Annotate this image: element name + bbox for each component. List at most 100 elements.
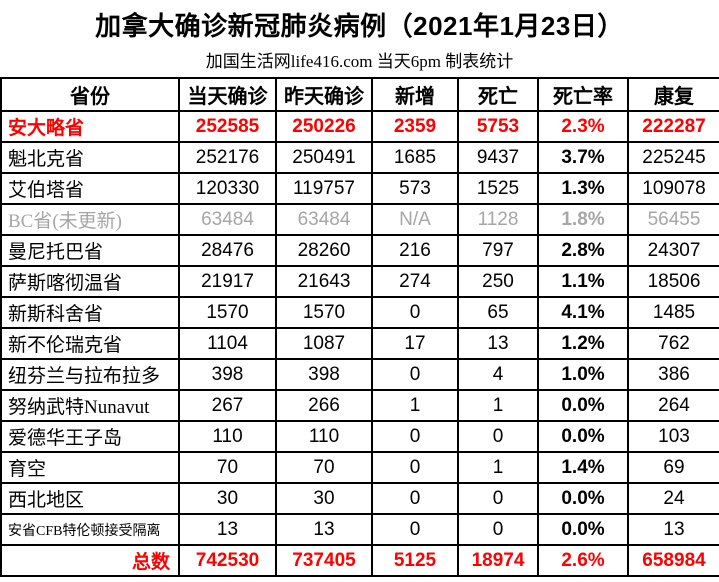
- cell-yesterday-confirmed: 70: [275, 451, 373, 484]
- table-row: BC省(未更新) 63484 63484 N/A 1128 1.8% 56455: [0, 203, 719, 236]
- cell-death-rate: 1.2%: [537, 327, 629, 360]
- cell-province: 新斯科舍省: [0, 296, 180, 329]
- cell-today-confirmed: 120330: [178, 172, 277, 205]
- cell-yesterday-confirmed: 1570: [275, 296, 373, 329]
- cell-recovered: 13: [627, 513, 719, 546]
- cell-province: BC省(未更新): [0, 203, 180, 236]
- cell-deaths: 0: [457, 513, 539, 546]
- cell-death-rate: 1.3%: [537, 172, 629, 205]
- cell-province: 魁北克省: [0, 141, 180, 174]
- cell-death-rate: 2.3%: [537, 110, 629, 143]
- cell-death-rate: 0.0%: [537, 482, 629, 515]
- cell-new-cases: 216: [371, 234, 459, 267]
- col-header-today-confirmed: 当天确诊: [178, 77, 277, 112]
- cell-province: 爱德华王子岛: [0, 420, 180, 453]
- cell-deaths: 0: [457, 420, 539, 453]
- cell-deaths: 1128: [457, 203, 539, 236]
- cell-today-confirmed: 267: [178, 389, 277, 422]
- cell-today-confirmed: 21917: [178, 265, 277, 298]
- cell-province: 总数: [0, 544, 180, 577]
- cell-new-cases: N/A: [371, 203, 459, 236]
- table-row: 安大略省 252585 250226 2359 5753 2.3% 222287: [0, 110, 719, 143]
- cell-deaths: 1: [457, 389, 539, 422]
- cell-province: 艾伯塔省: [0, 172, 180, 205]
- cell-today-confirmed: 742530: [178, 544, 277, 577]
- cell-today-confirmed: 13: [178, 513, 277, 546]
- cell-deaths: 0: [457, 482, 539, 515]
- cell-recovered: 1485: [627, 296, 719, 329]
- cell-death-rate: 1.4%: [537, 451, 629, 484]
- cell-province: 努纳武特Nunavut: [0, 389, 180, 422]
- cell-deaths: 65: [457, 296, 539, 329]
- cell-recovered: 264: [627, 389, 719, 422]
- table-row: 西北地区 30 30 0 0 0.0% 24: [0, 482, 719, 515]
- cell-death-rate: 2.6%: [537, 544, 629, 577]
- table-row: 新不伦瑞克省 1104 1087 17 13 1.2% 762: [0, 327, 719, 360]
- table-row: 总数 742530 737405 5125 18974 2.6% 658984: [0, 544, 719, 577]
- cell-deaths: 18974: [457, 544, 539, 577]
- cell-deaths: 4: [457, 358, 539, 391]
- page-subtitle: 加国生活网life416.com 当天6pm 制表统计: [205, 52, 514, 71]
- cell-deaths: 797: [457, 234, 539, 267]
- cell-province: 安大略省: [0, 110, 180, 143]
- cell-yesterday-confirmed: 13: [275, 513, 373, 546]
- table-row: 努纳武特Nunavut 267 266 1 1 0.0% 264: [0, 389, 719, 422]
- cell-today-confirmed: 63484: [178, 203, 277, 236]
- cell-today-confirmed: 70: [178, 451, 277, 484]
- cell-yesterday-confirmed: 398: [275, 358, 373, 391]
- cell-yesterday-confirmed: 63484: [275, 203, 373, 236]
- cell-today-confirmed: 110: [178, 420, 277, 453]
- cell-deaths: 5753: [457, 110, 539, 143]
- table-row: 爱德华王子岛 110 110 0 0 0.0% 103: [0, 420, 719, 453]
- cell-new-cases: 0: [371, 482, 459, 515]
- cell-new-cases: 274: [371, 265, 459, 298]
- table-row: 新斯科舍省 1570 1570 0 65 4.1% 1485: [0, 296, 719, 329]
- cell-deaths: 13: [457, 327, 539, 360]
- cell-yesterday-confirmed: 1087: [275, 327, 373, 360]
- cell-yesterday-confirmed: 266: [275, 389, 373, 422]
- table-row: 纽芬兰与拉布拉多 398 398 0 4 1.0% 386: [0, 358, 719, 391]
- cell-recovered: 386: [627, 358, 719, 391]
- cell-recovered: 762: [627, 327, 719, 360]
- table-row: 育空 70 70 0 1 1.4% 69: [0, 451, 719, 484]
- cell-recovered: 18506: [627, 265, 719, 298]
- cell-yesterday-confirmed: 28260: [275, 234, 373, 267]
- cell-recovered: 24307: [627, 234, 719, 267]
- cell-new-cases: 1: [371, 389, 459, 422]
- table-row: 萨斯喀彻温省 21917 21643 274 250 1.1% 18506: [0, 265, 719, 298]
- cell-yesterday-confirmed: 21643: [275, 265, 373, 298]
- covid-stats-table: 省份 当天确诊 昨天确诊 新增 死亡 死亡率 康复 安大略省 252585 25…: [0, 77, 719, 577]
- cell-recovered: 103: [627, 420, 719, 453]
- col-header-yesterday-confirmed: 昨天确诊: [275, 77, 373, 112]
- cell-death-rate: 0.0%: [537, 389, 629, 422]
- cell-province: 曼尼托巴省: [0, 234, 180, 267]
- col-header-new-cases: 新增: [371, 77, 459, 112]
- cell-recovered: 24: [627, 482, 719, 515]
- header-row: 省份 当天确诊 昨天确诊 新增 死亡 死亡率 康复: [0, 77, 719, 112]
- cell-today-confirmed: 1104: [178, 327, 277, 360]
- cell-death-rate: 1.8%: [537, 203, 629, 236]
- cell-death-rate: 3.7%: [537, 141, 629, 174]
- cell-today-confirmed: 252585: [178, 110, 277, 143]
- col-header-recovered: 康复: [627, 77, 719, 112]
- cell-death-rate: 1.1%: [537, 265, 629, 298]
- table-row: 曼尼托巴省 28476 28260 216 797 2.8% 24307: [0, 234, 719, 267]
- cell-death-rate: 0.0%: [537, 513, 629, 546]
- cell-new-cases: 1685: [371, 141, 459, 174]
- table-body: 安大略省 252585 250226 2359 5753 2.3% 222287…: [0, 110, 719, 577]
- cell-deaths: 250: [457, 265, 539, 298]
- cell-death-rate: 1.0%: [537, 358, 629, 391]
- cell-recovered: 225245: [627, 141, 719, 174]
- table-row: 安省CFB特伦顿接受隔离 13 13 0 0 0.0% 13: [0, 513, 719, 546]
- cell-today-confirmed: 28476: [178, 234, 277, 267]
- cell-death-rate: 2.8%: [537, 234, 629, 267]
- cell-death-rate: 0.0%: [537, 420, 629, 453]
- cell-deaths: 1525: [457, 172, 539, 205]
- cell-new-cases: 0: [371, 451, 459, 484]
- cell-province: 新不伦瑞克省: [0, 327, 180, 360]
- cell-province: 西北地区: [0, 482, 180, 515]
- cell-today-confirmed: 252176: [178, 141, 277, 174]
- cell-death-rate: 4.1%: [537, 296, 629, 329]
- page-title: 加拿大确诊新冠肺炎病例（2021年1月23日）: [95, 11, 624, 41]
- cell-yesterday-confirmed: 119757: [275, 172, 373, 205]
